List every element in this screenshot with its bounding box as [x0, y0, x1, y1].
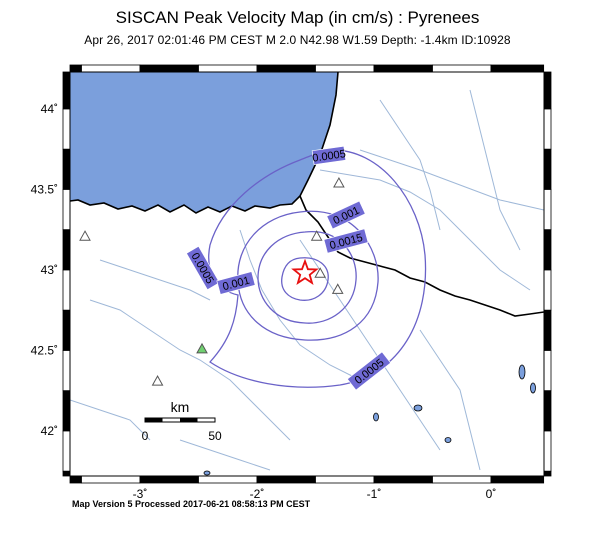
contour-001	[237, 210, 379, 341]
frame-band	[543, 148, 552, 190]
frame-band	[62, 108, 71, 150]
frame-band	[62, 430, 71, 472]
scale-label-50: 50	[208, 429, 222, 443]
frame-band	[432, 475, 492, 484]
frame-band	[81, 475, 141, 484]
frame-band	[543, 350, 552, 392]
contour-0005-outer	[208, 149, 427, 388]
frame-band	[490, 64, 545, 73]
frame-band	[139, 475, 199, 484]
lat-tick-label: 43.5˚	[31, 183, 58, 197]
map-title: SISCAN Peak Velocity Map (in cm/s) : Pyr…	[115, 8, 480, 27]
frame-band	[543, 71, 552, 110]
contours	[208, 149, 427, 388]
station-icon	[331, 283, 344, 294]
frame-band	[139, 64, 199, 73]
frame-band	[543, 189, 552, 231]
frame-band	[315, 475, 375, 484]
frame-band	[256, 475, 316, 484]
event-subtitle: Apr 26, 2017 02:01:46 PM CEST M 2.0 N42.…	[84, 33, 511, 47]
lon-tick-label: -3˚	[133, 487, 148, 501]
scale-label-0: 0	[142, 429, 149, 443]
station-icon	[314, 267, 327, 278]
frame-band	[62, 229, 71, 271]
lat-tick-label: 43˚	[41, 263, 58, 277]
coastline	[70, 72, 339, 214]
map-border	[69, 71, 545, 477]
frame-band	[490, 475, 545, 484]
frame-band	[62, 71, 71, 110]
frame-band	[62, 350, 71, 392]
lat-tick-label: 42˚	[41, 424, 58, 438]
reservoirs	[203, 364, 536, 476]
frame-band	[62, 269, 71, 311]
frame-band	[543, 229, 552, 271]
frame-band	[432, 64, 492, 73]
map-frame	[62, 64, 552, 484]
map-version-footer: Map Version 5 Processed 2017-06-21 08:58…	[72, 499, 311, 509]
frame-band	[315, 64, 375, 73]
contour-label: 0.0005	[312, 148, 347, 165]
frame-band	[62, 470, 71, 477]
station-icon	[79, 230, 91, 241]
frame-band	[543, 430, 552, 472]
frame-band	[62, 148, 71, 190]
contour-002	[281, 257, 329, 301]
frame-band	[62, 189, 71, 231]
station-icon	[151, 375, 164, 386]
frame-band	[543, 269, 552, 311]
scale-unit: km	[171, 399, 190, 415]
frame-band	[256, 64, 316, 73]
frame-band	[81, 64, 141, 73]
scale-bar: km 0 50	[142, 399, 222, 443]
station-icon	[333, 177, 345, 188]
contour-0015	[257, 231, 357, 324]
frame-band	[69, 475, 82, 484]
frame-band	[543, 470, 552, 477]
frame-band	[62, 309, 71, 351]
station-active-icon	[196, 342, 208, 354]
frame-band	[69, 64, 82, 73]
lon-tick-label: 0˚	[486, 487, 497, 501]
lat-tick-label: 44˚	[41, 102, 58, 116]
frame-band	[543, 108, 552, 150]
frame-band	[198, 475, 258, 484]
epicenter-star-icon	[291, 258, 319, 286]
frame-band	[62, 390, 71, 432]
frame-band	[373, 475, 433, 484]
lon-tick-label: -1˚	[367, 487, 382, 501]
sea-area	[70, 72, 338, 213]
contour-label-group-1: 0.0005	[312, 145, 347, 165]
station-icon	[310, 230, 323, 241]
frame-band	[543, 309, 552, 351]
lon-tick-label: -2˚	[250, 487, 265, 501]
lat-tick-label: 42.5˚	[31, 344, 58, 358]
frame-band	[543, 390, 552, 432]
frame-band	[198, 64, 258, 73]
frame-band	[373, 64, 433, 73]
